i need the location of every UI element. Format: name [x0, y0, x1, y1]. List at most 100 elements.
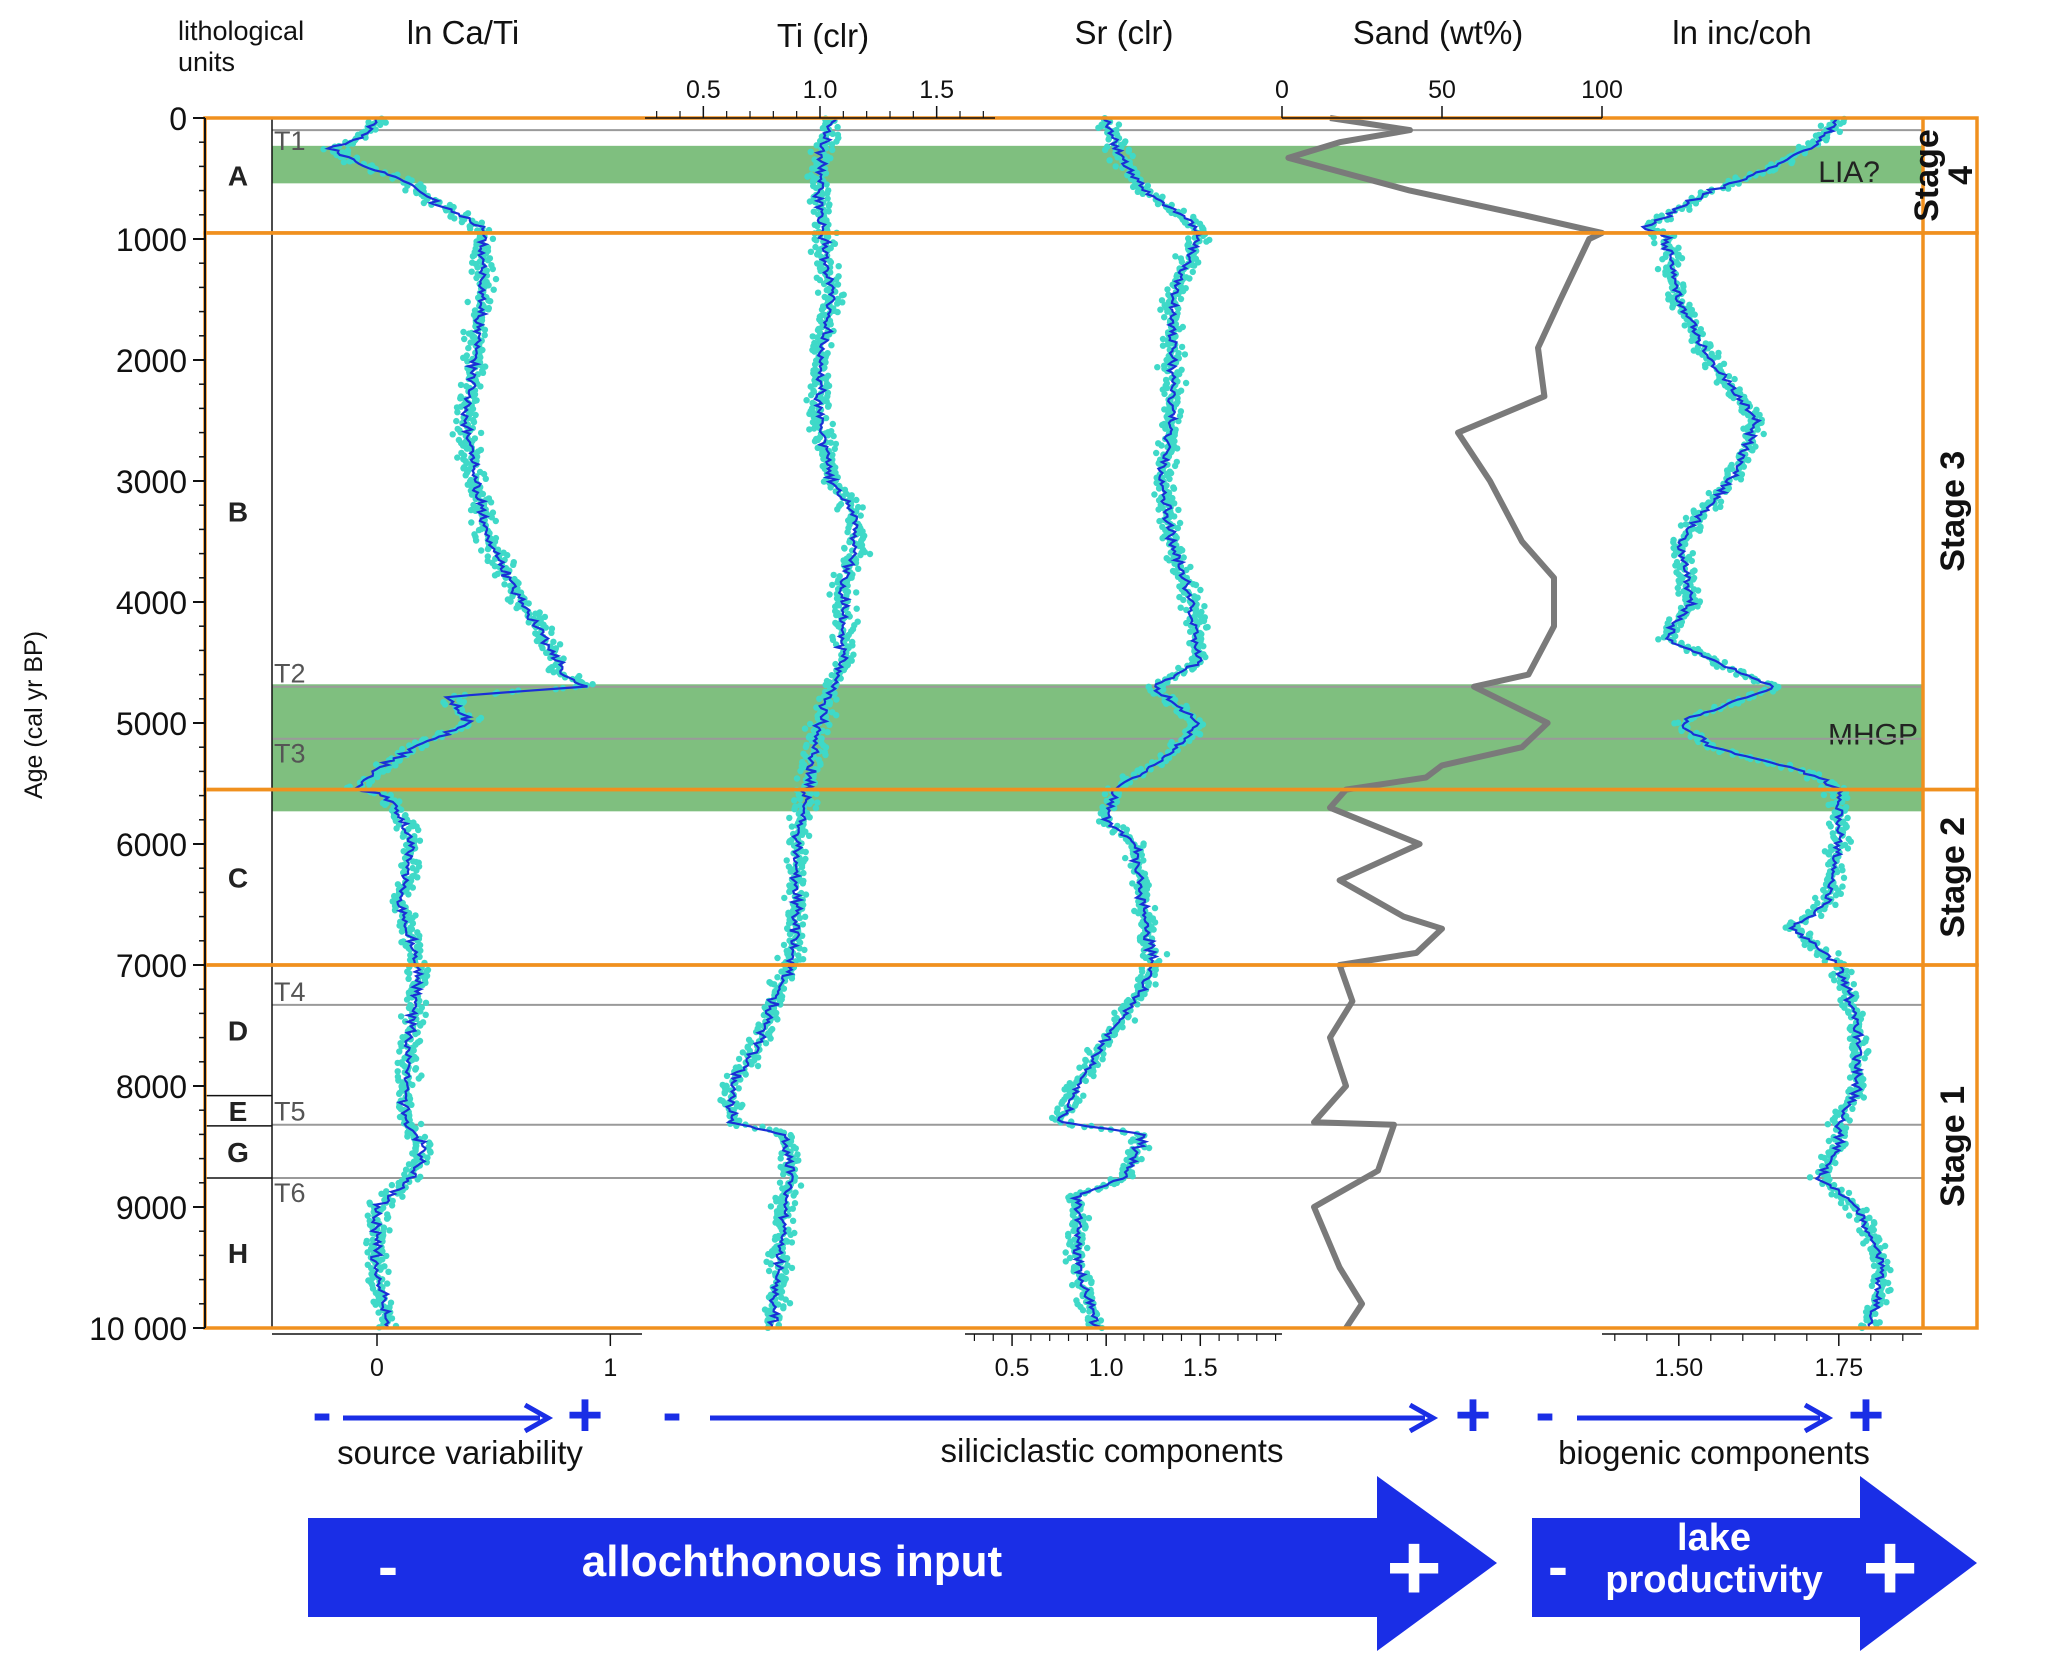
data-point — [807, 248, 815, 255]
stage-box — [203, 963, 1979, 1330]
data-point — [828, 141, 836, 148]
allochthonous-plus-sign: + — [1386, 1514, 1442, 1621]
data-point — [1154, 200, 1162, 208]
data-point — [466, 225, 474, 233]
data-point — [1806, 1174, 1814, 1181]
data-point — [811, 438, 819, 445]
data-point — [1171, 462, 1179, 470]
data-point — [825, 208, 832, 215]
data-point — [767, 1261, 775, 1268]
data-point — [765, 1267, 773, 1275]
data-point — [346, 158, 353, 165]
lith-unit-label: G — [227, 1137, 249, 1168]
data-point — [1062, 1258, 1070, 1265]
data-point — [1688, 557, 1696, 565]
data-point — [1832, 901, 1839, 908]
lith-unit-label: H — [228, 1238, 248, 1269]
data-point — [1181, 351, 1189, 358]
data-point — [786, 1300, 794, 1307]
data-point — [399, 833, 407, 840]
data-point — [1151, 971, 1159, 978]
siliciclastic-plus-sign: + — [1455, 1381, 1491, 1450]
data-point — [1844, 845, 1852, 852]
data-point — [1825, 801, 1832, 809]
data-point — [834, 506, 841, 513]
data-point — [754, 1062, 762, 1070]
mean-line — [324, 117, 588, 1328]
data-point — [1820, 791, 1828, 799]
lith-unit-label: E — [229, 1096, 248, 1127]
data-point — [399, 1193, 406, 1200]
big-arrows: - allochthonous input + - lake productiv… — [308, 1476, 1977, 1651]
data-point — [827, 259, 835, 266]
data-point — [474, 371, 482, 378]
data-point — [454, 409, 461, 416]
age-tick-label: 10 000 — [89, 1311, 187, 1347]
data-point — [485, 306, 492, 313]
stage-label-number: 4 — [1942, 166, 1980, 185]
data-point — [388, 1181, 396, 1189]
data-point — [478, 317, 486, 324]
data-point — [1145, 1144, 1153, 1152]
data-point — [807, 148, 814, 155]
data-point — [1713, 663, 1721, 670]
lake-productivity-label-line2: productivity — [1605, 1559, 1822, 1601]
biogenic-components-label: biogenic components — [1558, 1434, 1870, 1471]
data-point — [525, 619, 532, 626]
data-point — [829, 130, 836, 137]
data-point — [507, 598, 514, 605]
data-point — [811, 348, 818, 355]
data-point — [484, 545, 492, 553]
data-point — [812, 243, 819, 251]
data-point — [424, 1154, 431, 1161]
data-point — [786, 930, 794, 938]
data-point — [479, 490, 487, 498]
data-point — [820, 280, 828, 288]
data-point — [1829, 792, 1837, 800]
data-point — [827, 439, 834, 446]
data-point — [1844, 794, 1851, 802]
series-1 — [717, 115, 874, 1332]
data-point — [513, 604, 520, 612]
data-point — [449, 431, 456, 438]
data-point — [784, 925, 791, 933]
data-point — [422, 1011, 429, 1018]
data-point — [1159, 535, 1166, 542]
data-point — [539, 644, 546, 652]
data-point — [1824, 1121, 1832, 1128]
data-point — [830, 571, 837, 579]
data-point — [1840, 874, 1848, 881]
data-point — [409, 1081, 416, 1089]
data-point — [1813, 951, 1821, 959]
data-point — [1177, 295, 1185, 303]
data-point — [1760, 430, 1767, 438]
data-point — [829, 636, 837, 644]
data-point — [826, 591, 833, 598]
data-point — [1122, 854, 1129, 862]
stage-label: Stage 2 — [1934, 817, 1972, 938]
lith-label-line1: lithological — [178, 16, 304, 46]
data-point — [1749, 447, 1756, 454]
source-minus-sign: - — [312, 1380, 331, 1445]
data-point — [781, 894, 788, 902]
data-point — [824, 728, 831, 736]
tephra-label: T5 — [274, 1097, 306, 1127]
data-point — [1105, 1041, 1112, 1048]
data-point — [814, 222, 821, 230]
allochthonous-minus-sign: - — [378, 1533, 398, 1600]
data-point — [382, 119, 389, 126]
data-point — [785, 920, 793, 927]
data-point — [457, 395, 464, 402]
data-point — [802, 743, 810, 751]
data-point — [1170, 485, 1178, 492]
data-point — [735, 1055, 743, 1063]
data-point — [471, 397, 479, 404]
data-point — [1860, 1094, 1868, 1101]
data-point — [464, 358, 471, 365]
data-point — [458, 218, 466, 226]
data-point — [421, 1133, 429, 1141]
data-point — [469, 253, 477, 260]
data-point — [1677, 522, 1685, 529]
data-point — [820, 478, 828, 485]
data-point — [374, 773, 381, 781]
